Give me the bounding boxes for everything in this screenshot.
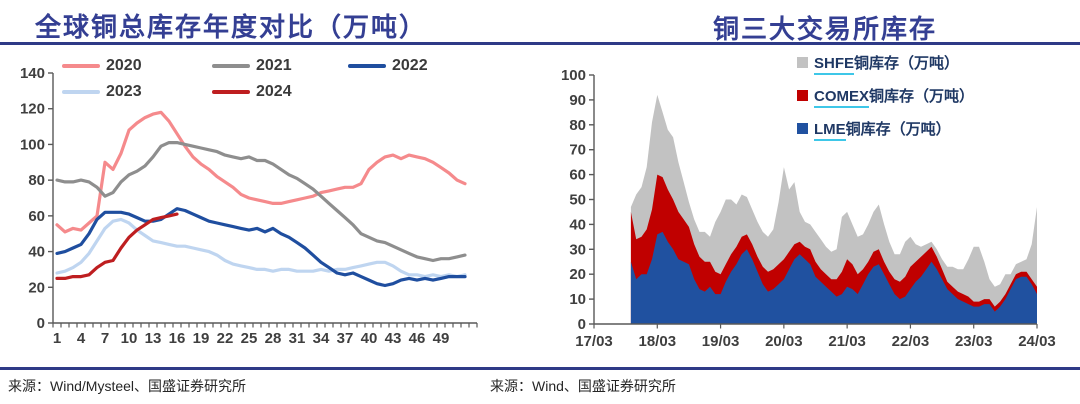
legend-label: 2022: [392, 57, 428, 74]
legend-line-swatch: [62, 90, 100, 94]
svg-text:120: 120: [20, 101, 45, 118]
svg-text:16: 16: [169, 330, 186, 347]
exchange-code: LME: [814, 120, 846, 141]
legend-label-suffix: 铜库存（万吨）: [869, 87, 975, 105]
svg-text:22: 22: [217, 330, 234, 347]
left-chart-title: 全球铜总库存年度对比（万吨）: [35, 12, 428, 42]
right-chart-legend: SHFE铜库存（万吨） COMEX铜库存（万吨） LME铜库存（万吨）: [797, 52, 974, 151]
legend-item-2021: 2021: [212, 57, 348, 75]
svg-text:25: 25: [241, 330, 258, 347]
svg-text:90: 90: [569, 92, 586, 109]
exchange-code: SHFE: [814, 54, 855, 75]
svg-text:70: 70: [569, 142, 586, 159]
legend-label: LME铜库存（万吨）: [814, 118, 951, 141]
legend-row: 2020 2021 2022: [62, 53, 428, 79]
svg-text:17/03: 17/03: [575, 333, 613, 350]
svg-text:34: 34: [313, 330, 330, 347]
svg-text:60: 60: [569, 167, 586, 184]
svg-text:19: 19: [193, 330, 210, 347]
bottom-divider: [0, 367, 1080, 370]
svg-text:23/03: 23/03: [955, 333, 993, 350]
exchange-code: COMEX: [814, 87, 870, 108]
svg-text:13: 13: [145, 330, 162, 347]
svg-text:10: 10: [121, 330, 138, 347]
svg-text:4: 4: [77, 330, 86, 347]
legend-label-suffix: 铜库存（万吨）: [854, 54, 960, 72]
right-chart-source: 来源：Wind、国盛证券研究所: [490, 378, 676, 394]
svg-text:19/03: 19/03: [702, 333, 740, 350]
svg-text:140: 140: [20, 65, 45, 82]
legend-label: 2021: [256, 57, 292, 74]
svg-text:37: 37: [337, 330, 354, 347]
legend-line-swatch: [212, 90, 250, 94]
svg-text:49: 49: [433, 330, 450, 347]
svg-text:20: 20: [28, 279, 45, 296]
left-chart-legend: 2020 2021 2022 2023 2024: [62, 53, 428, 105]
legend-item-2024: 2024: [212, 83, 348, 101]
legend-label: 2024: [256, 83, 292, 100]
legend-item-comex: COMEX铜库存（万吨）: [797, 85, 975, 108]
svg-text:20/03: 20/03: [765, 333, 803, 350]
svg-text:40: 40: [569, 216, 586, 233]
legend-row: 2023 2024: [62, 79, 428, 105]
legend-item-2022: 2022: [348, 57, 428, 75]
legend-label-suffix: 铜库存（万吨）: [845, 120, 951, 138]
legend-line-swatch: [348, 64, 386, 68]
legend-item-shfe: SHFE铜库存（万吨）: [797, 52, 974, 75]
legend-label: SHFE铜库存（万吨）: [814, 52, 960, 75]
svg-text:40: 40: [361, 330, 378, 347]
right-chart-canvas: 0 10 20 30 40 50 60 70 80 90 100 17/03 18/03 19/03 20/…: [561, 67, 1056, 350]
svg-text:1: 1: [53, 330, 61, 347]
svg-text:80: 80: [569, 117, 586, 134]
svg-text:80: 80: [28, 172, 45, 189]
svg-text:7: 7: [101, 330, 109, 347]
svg-text:30: 30: [569, 241, 586, 258]
svg-text:28: 28: [265, 330, 282, 347]
top-divider: [0, 42, 1080, 45]
svg-text:24/03: 24/03: [1018, 333, 1056, 350]
svg-text:100: 100: [20, 136, 45, 153]
legend-line-swatch: [62, 64, 100, 68]
svg-text:43: 43: [385, 330, 402, 347]
legend-line-swatch: [212, 64, 250, 68]
legend-item-2023: 2023: [62, 83, 212, 101]
svg-text:60: 60: [28, 208, 45, 225]
svg-text:100: 100: [561, 67, 586, 84]
legend-label: COMEX铜库存（万吨）: [814, 85, 975, 108]
legend-item-2020: 2020: [62, 57, 212, 75]
legend-label: 2023: [106, 83, 142, 100]
legend-label: 2020: [106, 57, 142, 74]
svg-text:0: 0: [578, 316, 586, 333]
svg-text:22/03: 22/03: [892, 333, 930, 350]
legend-item-lme: LME铜库存（万吨）: [797, 118, 974, 141]
svg-text:18/03: 18/03: [639, 333, 677, 350]
legend-square-swatch: [797, 56, 808, 68]
right-chart-title: 铜三大交易所库存: [713, 14, 938, 44]
svg-text:20: 20: [569, 266, 586, 283]
legend-square-swatch: [797, 122, 808, 134]
svg-text:46: 46: [409, 330, 426, 347]
left-chart-source: 来源：Wind/Mysteel、国盛证券研究所: [8, 378, 247, 394]
svg-text:21/03: 21/03: [828, 333, 866, 350]
svg-text:0: 0: [37, 315, 45, 332]
svg-text:31: 31: [289, 330, 306, 347]
svg-text:40: 40: [28, 244, 45, 261]
legend-square-swatch: [797, 89, 808, 101]
svg-text:10: 10: [569, 291, 586, 308]
svg-text:50: 50: [569, 192, 586, 209]
left-chart-canvas: 0 20 40 60 80 100 120 140 1 4 7 10 13 16 19 22 25 28 31 34 3…: [20, 65, 478, 347]
